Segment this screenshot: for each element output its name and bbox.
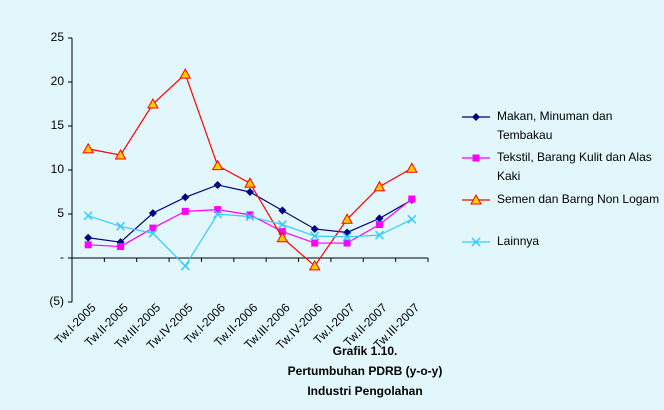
marker bbox=[179, 68, 192, 79]
marker bbox=[375, 221, 383, 229]
marker bbox=[180, 261, 190, 271]
marker bbox=[117, 243, 125, 251]
y-tick-label: 25 bbox=[51, 30, 65, 44]
marker bbox=[470, 193, 482, 205]
marker bbox=[148, 228, 158, 238]
marker bbox=[373, 180, 386, 192]
marker bbox=[311, 239, 319, 247]
marker bbox=[408, 195, 416, 203]
marker bbox=[82, 142, 95, 154]
marker bbox=[181, 193, 190, 202]
y-tick-label: 20 bbox=[51, 74, 65, 88]
y-tick-label: 5 bbox=[57, 206, 64, 220]
legend-label: Semen dan Barng Non Logam bbox=[497, 192, 660, 206]
marker bbox=[211, 159, 224, 171]
marker bbox=[472, 113, 480, 121]
marker bbox=[84, 233, 93, 242]
marker bbox=[343, 228, 352, 237]
marker bbox=[114, 149, 127, 160]
marker bbox=[472, 154, 480, 162]
marker bbox=[341, 213, 353, 224]
marker bbox=[375, 214, 384, 223]
y-tick-label: 10 bbox=[51, 162, 65, 176]
marker bbox=[278, 206, 287, 215]
marker bbox=[244, 177, 256, 188]
marker bbox=[343, 239, 351, 247]
marker bbox=[148, 209, 157, 218]
chart-title: Grafik 1.10. bbox=[333, 344, 398, 358]
marker bbox=[471, 237, 481, 247]
y-tick-label: 15 bbox=[51, 118, 65, 132]
marker bbox=[181, 207, 189, 215]
marker bbox=[214, 206, 222, 214]
series-line bbox=[88, 198, 413, 248]
legend-label: Makan, Minuman dan Tembakau bbox=[497, 109, 613, 142]
marker bbox=[405, 162, 418, 173]
chart-subtitle: Pertumbuhan PDRB (y-o-y) bbox=[288, 364, 443, 378]
marker bbox=[278, 228, 286, 236]
y-tick-label: (5) bbox=[49, 294, 64, 308]
chart-subtitle: Industri Pengolahan bbox=[307, 384, 422, 398]
marker bbox=[213, 209, 223, 219]
legend-label: Tekstil, Barang Kulit dan Alas Kaki bbox=[497, 150, 652, 183]
marker bbox=[116, 221, 126, 231]
marker bbox=[276, 231, 289, 243]
marker bbox=[342, 232, 352, 242]
marker bbox=[246, 211, 254, 219]
marker bbox=[407, 214, 417, 224]
marker bbox=[213, 180, 222, 189]
marker bbox=[310, 231, 320, 241]
marker bbox=[147, 97, 159, 109]
marker bbox=[308, 259, 321, 271]
marker bbox=[84, 241, 92, 249]
marker bbox=[245, 212, 255, 222]
marker bbox=[310, 224, 319, 233]
marker bbox=[374, 230, 384, 240]
marker bbox=[246, 188, 254, 196]
marker bbox=[149, 224, 157, 232]
marker bbox=[83, 211, 93, 221]
y-tick-label: - bbox=[60, 250, 64, 264]
legend-label: Lainnya bbox=[497, 234, 540, 248]
marker bbox=[277, 220, 287, 230]
